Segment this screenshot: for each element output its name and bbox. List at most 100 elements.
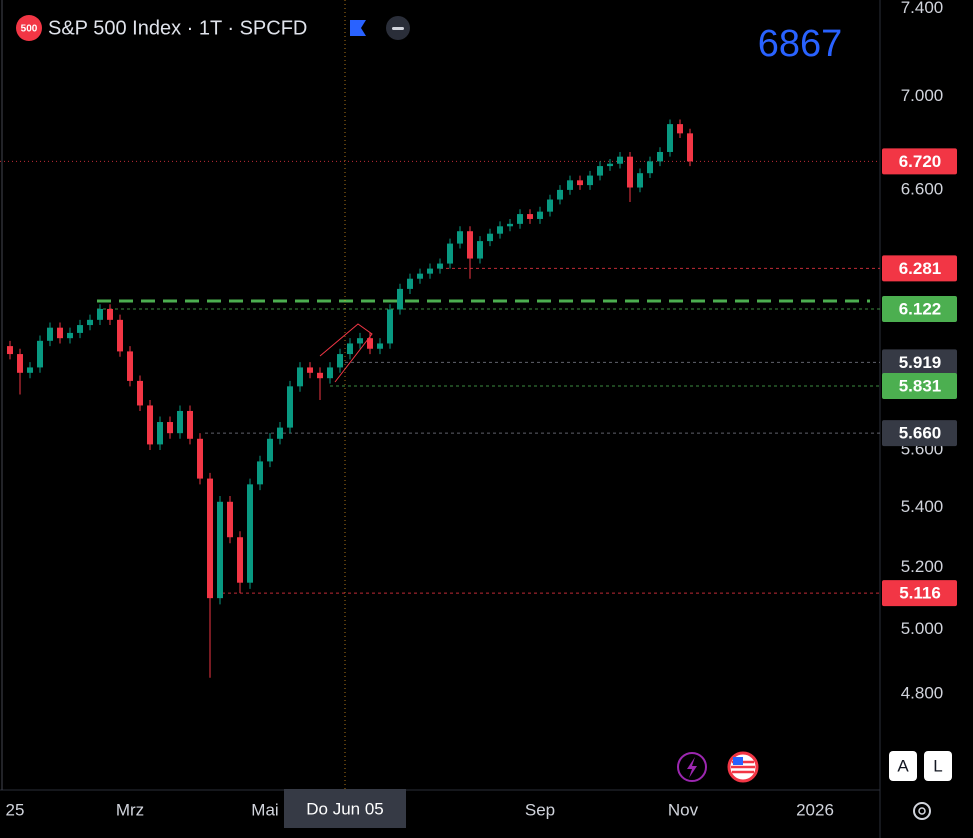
candle-body: [147, 405, 153, 445]
candle-body: [657, 151, 663, 162]
candle-body: [117, 319, 123, 352]
candle-body: [197, 438, 203, 479]
minus-icon: [392, 27, 404, 30]
settings-icon-core: [918, 807, 926, 815]
candle-body: [47, 327, 53, 341]
candle-body: [417, 273, 423, 279]
candle-body: [627, 156, 633, 188]
candle-body: [247, 484, 253, 583]
crosshair-label: Do Jun 05: [306, 799, 384, 818]
price-label-box: [882, 349, 957, 376]
button-label: L: [933, 756, 942, 775]
y-tick-label: 4.800: [901, 684, 944, 703]
candle-body: [487, 233, 493, 242]
candle-body: [497, 226, 503, 234]
crosshair-label-box: [284, 789, 406, 828]
candle-body: [677, 124, 683, 134]
price-label: 6.122: [899, 299, 942, 318]
candle-body: [617, 156, 623, 164]
price-label: 5.831: [899, 377, 942, 396]
candle-body: [367, 338, 373, 349]
candle-body: [427, 268, 433, 274]
candle-body: [517, 214, 523, 224]
candle-body: [687, 133, 693, 162]
flag-icon[interactable]: [350, 20, 366, 36]
price-label-box: [882, 580, 957, 607]
price-label: 5.919: [899, 353, 942, 372]
candle-body: [237, 537, 243, 583]
x-tick-label: 2026: [796, 800, 834, 819]
price-label: 5.660: [899, 424, 942, 443]
price-label: 6.720: [899, 152, 942, 171]
x-tick-label: Mrz: [116, 800, 144, 819]
candle-body: [317, 372, 323, 379]
candle-body: [447, 243, 453, 264]
candle-body: [257, 461, 263, 485]
candle-body: [67, 332, 73, 339]
candle-body: [457, 231, 463, 244]
price-label: 5.116: [899, 584, 941, 603]
candle-body: [577, 180, 583, 186]
x-tick-label: Nov: [668, 800, 699, 819]
candle-body: [37, 340, 43, 368]
candle-body: [667, 124, 673, 152]
candle-body: [467, 231, 473, 259]
candle-body: [277, 427, 283, 439]
candle-body: [377, 343, 383, 349]
log-scale-button[interactable]: [924, 751, 952, 781]
candle-body: [527, 214, 533, 219]
candle-body: [507, 223, 513, 227]
candle-body: [347, 343, 353, 355]
candle-body: [107, 308, 113, 320]
price-label: 6.281: [899, 259, 942, 278]
price-label-box: [882, 420, 957, 447]
candle-body: [637, 173, 643, 188]
candle-body: [337, 354, 343, 368]
candle-body: [587, 175, 593, 186]
x-tick-label: Mai: [251, 800, 278, 819]
price-label-box: [882, 255, 957, 282]
candle-body: [477, 241, 483, 259]
annotation: 6867: [758, 23, 843, 65]
candle-body: [217, 501, 223, 599]
candle-body: [207, 478, 213, 599]
candle-body: [307, 367, 313, 373]
y-tick-label: 7.400: [901, 0, 944, 17]
candle-body: [77, 325, 83, 333]
chart-title[interactable]: S&P 500 Index · 1T · SPCFD: [48, 17, 307, 39]
price-label-box: [882, 373, 957, 400]
candle-body: [57, 327, 63, 339]
candle-body: [97, 308, 103, 320]
symbol-icon[interactable]: [16, 15, 42, 41]
x-tick-label: 25: [6, 800, 25, 819]
candle-body: [27, 367, 33, 373]
candle-body: [287, 386, 293, 428]
candle-body: [407, 278, 413, 289]
candle-body: [357, 338, 363, 344]
settings-icon[interactable]: [913, 802, 931, 820]
candle-body: [267, 438, 273, 462]
candle-body: [127, 351, 133, 381]
candle-body: [17, 354, 23, 373]
candle-body: [167, 422, 173, 434]
candle-body: [437, 263, 443, 269]
candle-body: [537, 211, 543, 219]
auto-scale-button[interactable]: [889, 751, 917, 781]
y-tick-label: 6.600: [901, 179, 944, 198]
candle-body: [87, 319, 93, 326]
candle-body: [137, 380, 143, 406]
candle-body: [647, 161, 653, 174]
lightning: [687, 757, 697, 778]
drawing-tool[interactable]: [319, 323, 373, 383]
candle-body: [397, 288, 403, 310]
candle-body: [557, 189, 563, 200]
candle-body: [177, 410, 183, 434]
candle-body: [597, 166, 603, 176]
flag-canton: [733, 757, 743, 765]
symbol-badge: 500: [21, 24, 38, 35]
candle-body: [327, 367, 333, 379]
candle-body: [567, 180, 573, 190]
event-icon[interactable]: [677, 752, 707, 782]
